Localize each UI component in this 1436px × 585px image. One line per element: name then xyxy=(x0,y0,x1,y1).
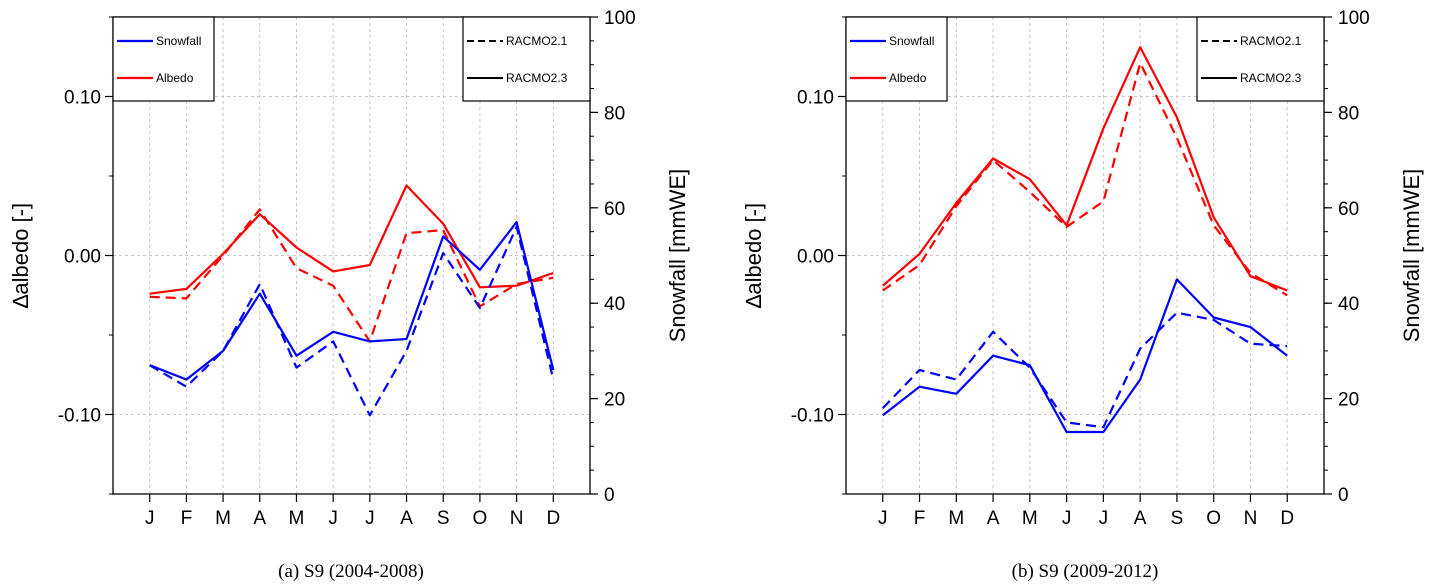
x-tick-label: D xyxy=(1280,508,1294,529)
x-tick-label: M xyxy=(215,508,231,529)
x-tick-label: M xyxy=(1022,508,1038,529)
chart-panel-b: J F M A M J J A S O N D 0.10 0.00 -0.10 100 80 60 40 20 0 ∆al… xyxy=(741,8,1424,582)
legend-label-albedo: Albedo xyxy=(156,71,194,85)
y-left-tick-label: 0.10 xyxy=(64,88,101,109)
y-right-tick-label: 20 xyxy=(604,390,625,411)
legend-right-box xyxy=(1196,16,1325,102)
y-right-axis-title: Snowfall [mmWE] xyxy=(1399,169,1424,343)
series-line-snowfall-racmo21 xyxy=(149,225,555,417)
y-left-tick-label: -0.10 xyxy=(58,406,101,427)
x-tick-label: A xyxy=(400,508,413,529)
legend-left-box xyxy=(845,16,948,102)
x-tick-label: J xyxy=(1062,508,1072,529)
x-tick-label: J xyxy=(145,508,155,529)
y-left-axis-title: ∆albedo [-] xyxy=(8,203,33,308)
y-right-tick-label: 100 xyxy=(604,8,636,29)
legend-left: Snowfall Albedo xyxy=(112,16,215,102)
x-tick-label: J xyxy=(365,508,375,529)
y-right-tick-label: 0 xyxy=(604,485,615,506)
legend-right: RACMO2.1 RACMO2.3 xyxy=(462,16,591,102)
y-left-tick-label: 0.10 xyxy=(797,88,834,109)
y-left-tick-label: 0.00 xyxy=(64,247,101,268)
x-tick-label: J xyxy=(878,508,888,529)
x-tick-label: A xyxy=(1134,508,1147,529)
x-tick-label: F xyxy=(181,508,193,529)
x-tick-label: F xyxy=(914,508,926,529)
x-tick-label: O xyxy=(1206,508,1221,529)
legend-left: Snowfall Albedo xyxy=(845,16,948,102)
figure-caption: (b) S9 (2009-2012) xyxy=(1012,561,1159,582)
chart-panel-a: J F M A M J J A S O N D 0.10 0.00 -0.10 100 80 60 40 20 0 ∆al… xyxy=(8,8,690,582)
y-left-tick-label: 0.00 xyxy=(797,247,834,268)
legend-label-racmo21: RACMO2.1 xyxy=(506,34,568,48)
y-right-axis-title: Snowfall [mmWE] xyxy=(665,169,690,343)
series-line-snowfall-racmo23 xyxy=(149,221,555,381)
y-right-tick-label: 60 xyxy=(604,199,625,220)
y-right-tick-label: 80 xyxy=(604,103,625,124)
legend-label-racmo21: RACMO2.1 xyxy=(1240,34,1302,48)
legend-label-snowfall: Snowfall xyxy=(156,34,201,48)
x-tick-label: N xyxy=(510,508,524,529)
legend-label-racmo23: RACMO2.3 xyxy=(506,71,568,85)
legend-label-racmo23: RACMO2.3 xyxy=(1240,71,1302,85)
y-left-axis-title: ∆albedo [-] xyxy=(741,203,766,308)
x-tick-label: J xyxy=(1099,508,1109,529)
y-right-tick-label: 20 xyxy=(1338,390,1359,411)
series-line-albedo-racmo23 xyxy=(149,184,554,295)
x-tick-label: S xyxy=(1171,508,1184,529)
x-tick-label: N xyxy=(1244,508,1258,529)
series-line-albedo-racmo23 xyxy=(882,46,1288,292)
x-tick-label: D xyxy=(546,508,560,529)
series-line-snowfall-racmo23 xyxy=(882,278,1288,434)
y-right-tick-label: 100 xyxy=(1338,8,1370,29)
x-tick-label: M xyxy=(948,508,964,529)
x-tick-label: M xyxy=(289,508,305,529)
series-line-albedo-racmo21 xyxy=(149,208,554,343)
legend-right: RACMO2.1 RACMO2.3 xyxy=(1196,16,1325,102)
x-tick-label: S xyxy=(437,508,450,529)
legend-left-box xyxy=(112,16,215,102)
y-right-tick-label: 40 xyxy=(1338,294,1359,315)
y-right-tick-label: 60 xyxy=(1338,199,1359,220)
y-right-tick-label: 0 xyxy=(1338,485,1349,506)
figure-caption: (a) S9 (2004-2008) xyxy=(278,561,424,582)
y-left-tick-label: -0.10 xyxy=(791,406,834,427)
x-tick-label: A xyxy=(253,508,266,529)
series-line-albedo-racmo21 xyxy=(882,61,1288,297)
y-right-tick-label: 80 xyxy=(1338,103,1359,124)
series-line-snowfall-racmo21 xyxy=(882,311,1288,429)
y-right-tick-label: 40 xyxy=(604,294,625,315)
legend-right-box xyxy=(462,16,591,102)
x-tick-label: A xyxy=(987,508,1000,529)
legend-label-albedo: Albedo xyxy=(889,71,927,85)
x-tick-label: J xyxy=(328,508,338,529)
x-tick-label: O xyxy=(473,508,488,529)
legend-label-snowfall: Snowfall xyxy=(889,34,934,48)
